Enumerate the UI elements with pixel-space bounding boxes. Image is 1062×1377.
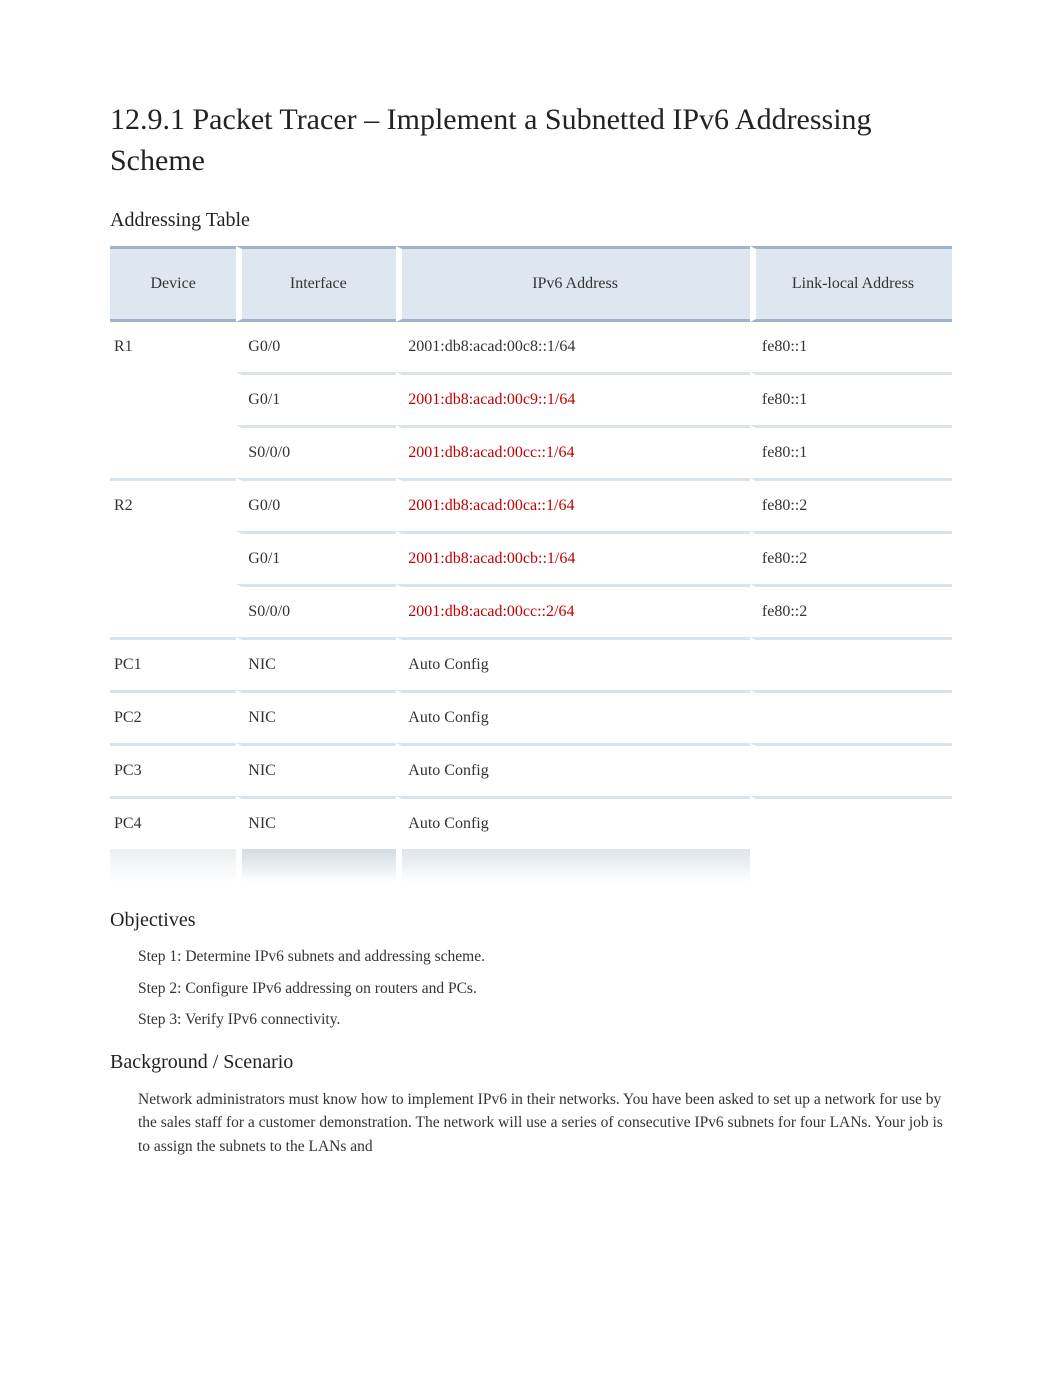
- col-header-interface: Interface: [236, 246, 396, 322]
- cell-device: [110, 531, 236, 584]
- cell-device: PC3: [110, 743, 236, 796]
- cell-ipv6: 2001:db8:acad:00c9::1/64: [396, 372, 750, 425]
- cell-interface: G0/1: [236, 372, 396, 425]
- cell-ipv6: 2001:db8:acad:00cb::1/64: [396, 531, 750, 584]
- cell-interface: S0/0/0: [236, 425, 396, 478]
- cell-interface: G0/0: [236, 478, 396, 531]
- background-heading: Background / Scenario: [110, 1051, 952, 1074]
- cell-interface: NIC: [236, 690, 396, 743]
- table-row: G0/12001:db8:acad:00c9::1/64fe80::1: [110, 372, 952, 425]
- table-row: R1G0/02001:db8:acad:00c8::1/64fe80::1: [110, 322, 952, 372]
- objective-step: Step 2: Configure IPv6 addressing on rou…: [138, 978, 952, 1000]
- cell-device: [110, 372, 236, 425]
- cell-interface: S0/0/0: [236, 584, 396, 637]
- cell-device: [110, 425, 236, 478]
- cell-linklocal: fe80::2: [750, 478, 952, 531]
- page-title: 12.9.1 Packet Tracer – Implement a Subne…: [110, 100, 952, 181]
- table-row: R2G0/02001:db8:acad:00ca::1/64fe80::2: [110, 478, 952, 531]
- table-row: S0/0/02001:db8:acad:00cc::1/64fe80::1: [110, 425, 952, 478]
- col-header-ipv6: IPv6 Address: [396, 246, 750, 322]
- cell-interface: NIC: [236, 796, 396, 849]
- cell-linklocal: fe80::1: [750, 372, 952, 425]
- cell-ipv6: Auto Config: [396, 796, 750, 849]
- cell-ipv6: 2001:db8:acad:00cc::1/64: [396, 425, 750, 478]
- col-header-device: Device: [110, 246, 236, 322]
- cell-interface: NIC: [236, 743, 396, 796]
- objective-step: Step 1: Determine IPv6 subnets and addre…: [138, 946, 952, 968]
- cell-device: R1: [110, 322, 236, 372]
- cell-device: [110, 584, 236, 637]
- cell-linklocal: fe80::1: [750, 425, 952, 478]
- table-row: PC2NICAuto Config: [110, 690, 952, 743]
- background-text-container: Network administrators must know how to …: [110, 1088, 952, 1158]
- cell-linklocal: [750, 796, 952, 849]
- cell-ipv6: Auto Config: [396, 690, 750, 743]
- cell-interface: G0/1: [236, 531, 396, 584]
- addressing-table-body: R1G0/02001:db8:acad:00c8::1/64fe80::1G0/…: [110, 322, 952, 883]
- table-fade-row: [110, 849, 952, 883]
- table-row: S0/0/02001:db8:acad:00cc::2/64fe80::2: [110, 584, 952, 637]
- table-row: PC1NICAuto Config: [110, 637, 952, 690]
- cell-device: PC2: [110, 690, 236, 743]
- col-header-linklocal: Link-local Address: [750, 246, 952, 322]
- addressing-table-heading: Addressing Table: [110, 209, 952, 232]
- cell-ipv6: 2001:db8:acad:00ca::1/64: [396, 478, 750, 531]
- cell-interface: NIC: [236, 637, 396, 690]
- table-row: G0/12001:db8:acad:00cb::1/64fe80::2: [110, 531, 952, 584]
- addressing-table: Device Interface IPv6 Address Link-local…: [110, 246, 952, 883]
- cell-linklocal: [750, 690, 952, 743]
- cell-device: R2: [110, 478, 236, 531]
- cell-ipv6: Auto Config: [396, 637, 750, 690]
- cell-linklocal: [750, 637, 952, 690]
- cell-device: PC4: [110, 796, 236, 849]
- cell-ipv6: Auto Config: [396, 743, 750, 796]
- table-header-row: Device Interface IPv6 Address Link-local…: [110, 246, 952, 322]
- cell-linklocal: fe80::2: [750, 584, 952, 637]
- table-row: PC3NICAuto Config: [110, 743, 952, 796]
- background-text: Network administrators must know how to …: [138, 1088, 952, 1158]
- cell-linklocal: fe80::2: [750, 531, 952, 584]
- cell-linklocal: [750, 743, 952, 796]
- objective-step: Step 3: Verify IPv6 connectivity.: [138, 1009, 952, 1031]
- cell-ipv6: 2001:db8:acad:00c8::1/64: [396, 322, 750, 372]
- cell-device: PC1: [110, 637, 236, 690]
- cell-linklocal: fe80::1: [750, 322, 952, 372]
- cell-interface: G0/0: [236, 322, 396, 372]
- objectives-steps: Step 1: Determine IPv6 subnets and addre…: [110, 946, 952, 1031]
- cell-ipv6: 2001:db8:acad:00cc::2/64: [396, 584, 750, 637]
- table-row: PC4NICAuto Config: [110, 796, 952, 849]
- objectives-heading: Objectives: [110, 909, 952, 932]
